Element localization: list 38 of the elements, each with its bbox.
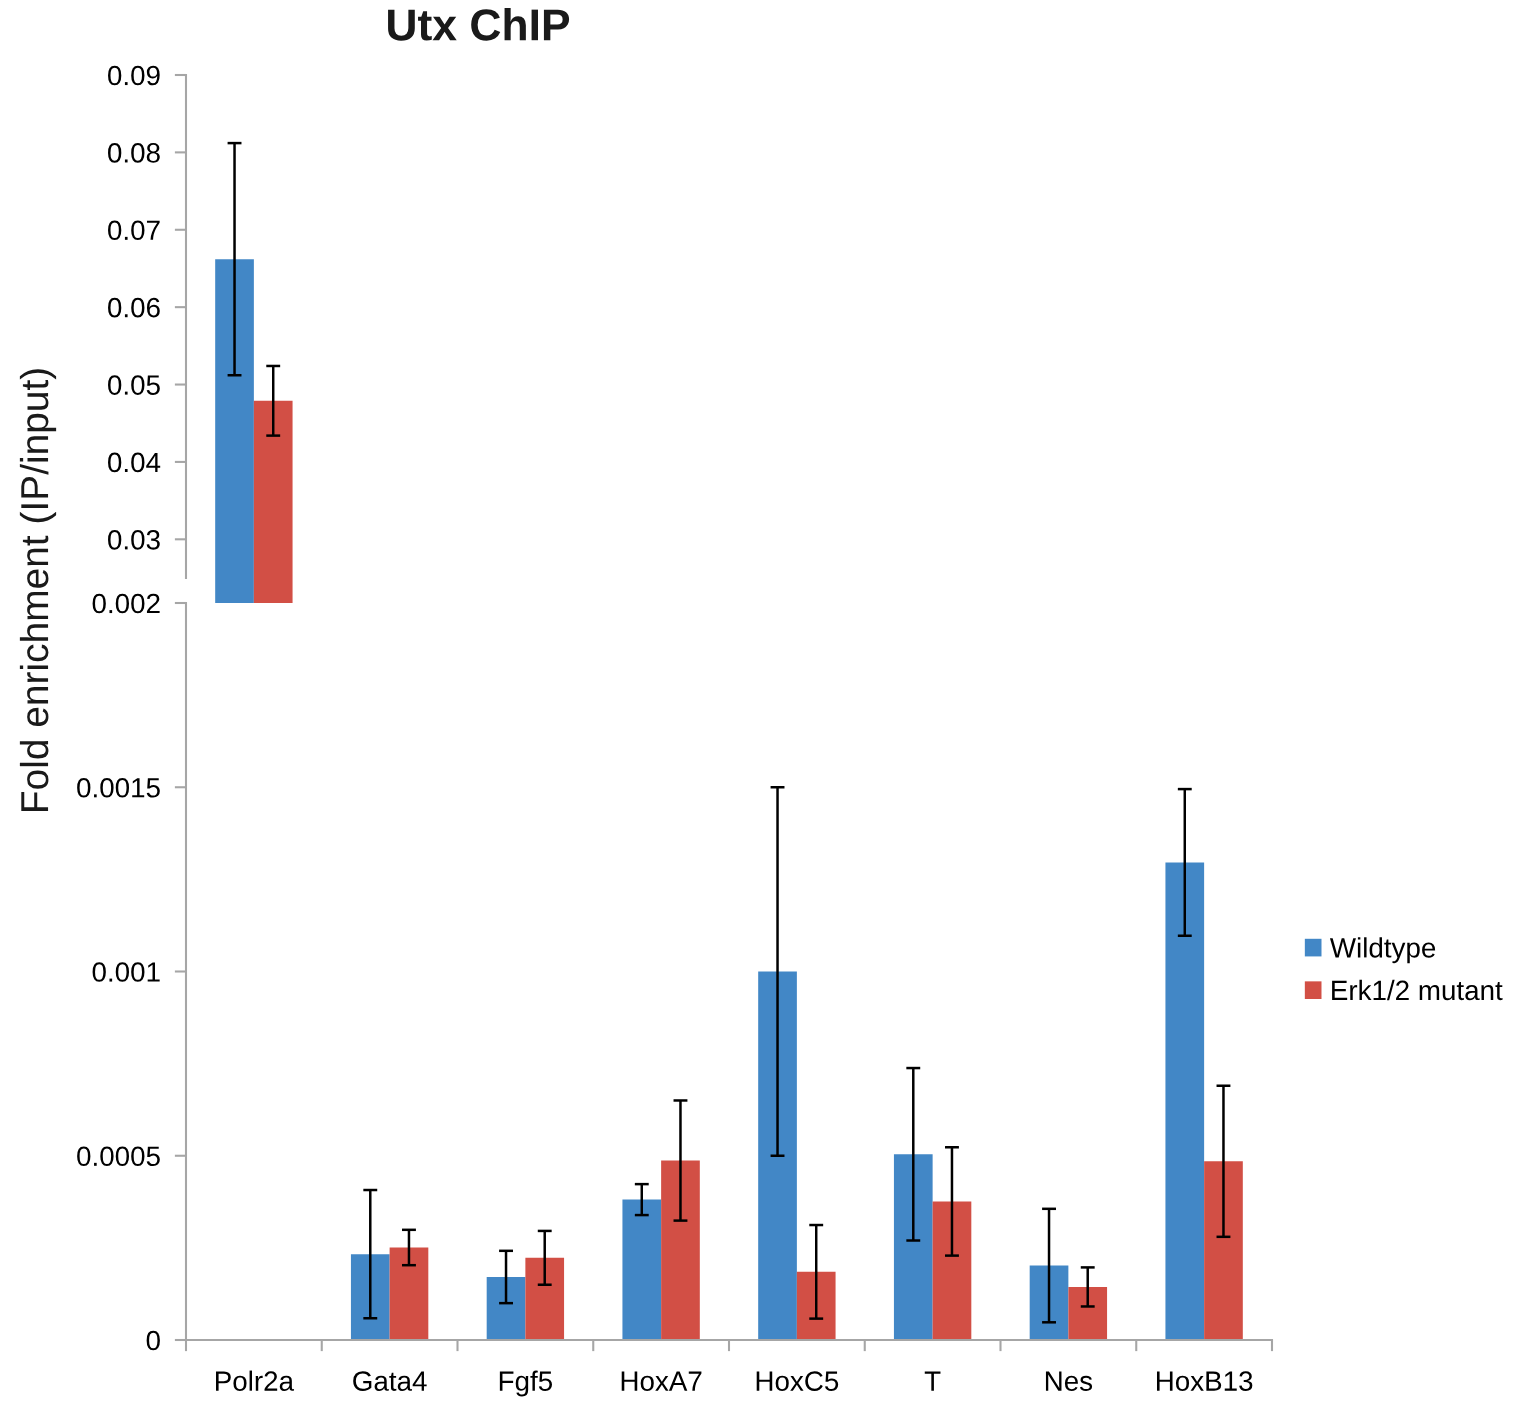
x-tick-label: HoxC5 — [756, 1371, 839, 1391]
bar — [1068, 1286, 1108, 1340]
bar — [1204, 1161, 1243, 1340]
bar — [486, 1276, 526, 1340]
bar — [622, 1199, 662, 1340]
x-tick-label: Gata4 — [353, 1371, 427, 1391]
x-tick-label: Nes — [1045, 1371, 1093, 1391]
bar — [1165, 862, 1205, 1340]
chart-title: Utx ChIP — [388, 8, 570, 41]
x-tick-label: Fgf5 — [499, 1370, 552, 1397]
y-tick-label: 0.08 — [108, 143, 160, 163]
y-tick-label: 0.06 — [108, 297, 160, 318]
y-tick-label: 0 — [146, 1330, 160, 1351]
bar — [758, 971, 797, 1340]
y-tick-label: 0.0005 — [77, 1146, 160, 1167]
x-tick-label: HoxA7 — [621, 1371, 702, 1391]
y-tick-label: 0.07 — [108, 220, 160, 241]
bar — [525, 1257, 565, 1340]
bar — [932, 1201, 972, 1340]
y-tick-label: 0.03 — [108, 529, 160, 550]
y-axis-title: Fold enrichment (IP/input) — [19, 369, 57, 811]
y-tick-label: 0.002 — [92, 593, 160, 614]
x-tick-label: HoxB13 — [1156, 1371, 1253, 1391]
y-tick-label: 0.09 — [108, 65, 160, 86]
bar — [661, 1160, 700, 1340]
x-tick-label: T — [924, 1371, 941, 1391]
y-tick-label: 0.05 — [108, 375, 160, 395]
bar — [796, 1271, 836, 1340]
legend-label: Wildtype — [1329, 937, 1436, 964]
y-tick-label: 0.04 — [108, 452, 161, 473]
bar — [350, 1254, 390, 1340]
bar — [1029, 1265, 1069, 1340]
y-tick-label: 0.0015 — [77, 777, 160, 798]
y-tick-label: 0.001 — [92, 962, 160, 982]
x-tick-label: Polr2a — [216, 1370, 295, 1391]
legend-label: Erk1/2 mutant — [1332, 979, 1503, 1001]
bar — [389, 1247, 429, 1340]
bar — [893, 1154, 933, 1340]
